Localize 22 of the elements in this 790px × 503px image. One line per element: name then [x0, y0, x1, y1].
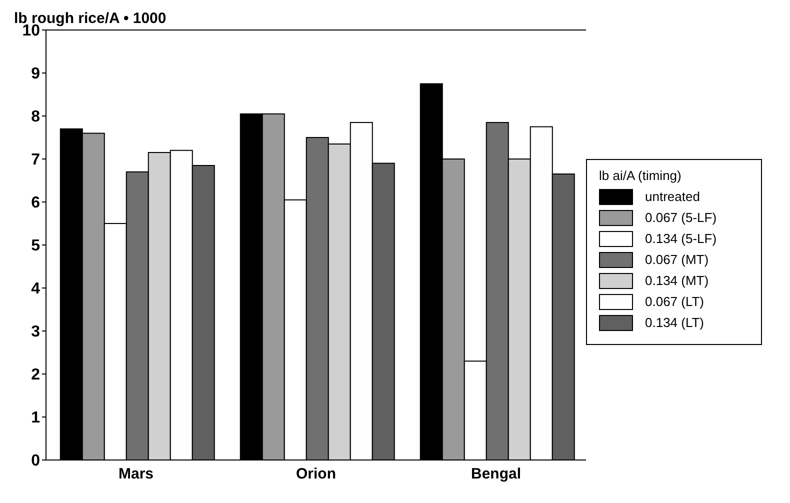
y-tick-label: 5	[31, 238, 40, 255]
y-tick-label: 6	[31, 194, 40, 212]
legend-label: 0.067 (LT)	[645, 294, 704, 309]
x-tick-label: Bengal	[470, 466, 522, 483]
y-tick-label: 8	[31, 108, 40, 126]
legend-label: 0.134 (MT)	[645, 273, 709, 288]
legend-title: lb ai/A (timing)	[599, 168, 682, 182]
y-tick-label: 2	[31, 366, 40, 384]
x-tick-label: Mars	[118, 466, 154, 483]
y-tick-label: 7	[31, 152, 40, 169]
y-tick-label: 1	[31, 410, 40, 427]
y-tick-label: 10	[22, 22, 40, 40]
legend-label: 0.067 (5-LF)	[645, 210, 717, 225]
x-tick-label: Orion	[296, 466, 336, 483]
legend-label: 0.134 (5-LF)	[645, 231, 717, 246]
y-tick-label: 3	[31, 324, 40, 341]
legend-label: 0.134 (LT)	[645, 315, 704, 330]
legend-label: untreated	[645, 189, 700, 204]
y-tick-label: 0	[31, 452, 40, 470]
legend-label: 0.067 (MT)	[645, 252, 709, 267]
y-tick-label: 9	[31, 66, 40, 83]
y-tick-label: 4	[31, 280, 40, 298]
